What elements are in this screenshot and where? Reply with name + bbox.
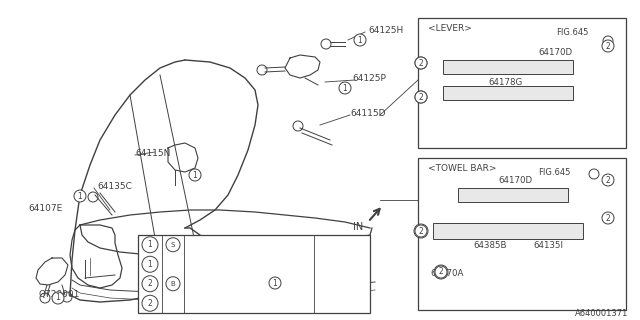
Text: 64170D: 64170D bbox=[498, 175, 532, 185]
Circle shape bbox=[166, 277, 180, 291]
Text: 1: 1 bbox=[193, 171, 197, 180]
Circle shape bbox=[189, 169, 201, 181]
Bar bbox=[443, 86, 573, 100]
Text: 2: 2 bbox=[605, 42, 611, 51]
Circle shape bbox=[415, 91, 427, 103]
Circle shape bbox=[88, 192, 98, 202]
Circle shape bbox=[434, 265, 448, 279]
Circle shape bbox=[602, 40, 614, 52]
Circle shape bbox=[415, 57, 427, 69]
Bar bbox=[433, 223, 583, 239]
Circle shape bbox=[142, 276, 158, 292]
Circle shape bbox=[415, 225, 427, 237]
Text: 2: 2 bbox=[419, 59, 424, 68]
Circle shape bbox=[257, 65, 267, 75]
Circle shape bbox=[40, 293, 50, 303]
Circle shape bbox=[321, 39, 331, 49]
Text: 64115D: 64115D bbox=[350, 108, 385, 117]
Text: 1: 1 bbox=[56, 293, 60, 302]
Circle shape bbox=[354, 34, 366, 46]
Text: <LEVER>: <LEVER> bbox=[428, 23, 472, 33]
Text: 1: 1 bbox=[77, 191, 83, 201]
Circle shape bbox=[142, 237, 158, 253]
Circle shape bbox=[142, 295, 158, 311]
Bar bbox=[418, 158, 626, 310]
Text: 1: 1 bbox=[358, 36, 362, 44]
Text: 64170A: 64170A bbox=[430, 268, 463, 277]
Text: <05MY->: <05MY-> bbox=[317, 299, 357, 308]
Text: 2: 2 bbox=[148, 299, 152, 308]
Text: 047104100(7): 047104100(7) bbox=[187, 240, 248, 249]
Circle shape bbox=[62, 292, 72, 302]
Circle shape bbox=[415, 91, 427, 103]
Text: 2: 2 bbox=[438, 268, 444, 276]
Text: 64135C: 64135C bbox=[97, 181, 132, 190]
Text: Q710007: Q710007 bbox=[187, 260, 227, 269]
Circle shape bbox=[602, 174, 614, 186]
Text: 64385B: 64385B bbox=[473, 241, 506, 250]
Circle shape bbox=[602, 212, 614, 224]
Text: 64178G: 64178G bbox=[488, 77, 522, 86]
Text: 1: 1 bbox=[148, 260, 152, 269]
Text: 011309200(8): 011309200(8) bbox=[187, 279, 248, 288]
Circle shape bbox=[166, 238, 180, 252]
Text: 1: 1 bbox=[342, 84, 348, 92]
Text: IN: IN bbox=[353, 222, 363, 232]
Text: <05MY->: <05MY-> bbox=[317, 260, 357, 269]
Text: 64170D: 64170D bbox=[538, 47, 572, 57]
Text: Q720001: Q720001 bbox=[38, 291, 79, 300]
Text: FIG.645: FIG.645 bbox=[556, 28, 588, 36]
Text: 1: 1 bbox=[148, 240, 152, 249]
Text: 2: 2 bbox=[419, 92, 424, 101]
Circle shape bbox=[269, 277, 281, 289]
Text: B: B bbox=[171, 281, 175, 287]
Circle shape bbox=[414, 224, 428, 238]
Circle shape bbox=[339, 82, 351, 94]
Circle shape bbox=[415, 57, 427, 69]
Circle shape bbox=[435, 266, 447, 278]
Text: 2: 2 bbox=[605, 175, 611, 185]
Text: FIG.645: FIG.645 bbox=[538, 167, 570, 177]
Bar bbox=[418, 18, 626, 148]
Text: 2: 2 bbox=[148, 279, 152, 288]
Circle shape bbox=[589, 169, 599, 179]
Text: 2: 2 bbox=[605, 213, 611, 222]
Circle shape bbox=[74, 190, 86, 202]
Text: 64135I: 64135I bbox=[533, 241, 563, 250]
Text: 64125P: 64125P bbox=[352, 74, 386, 83]
Bar bbox=[138, 235, 370, 313]
Text: 64125: 64125 bbox=[248, 238, 276, 247]
Circle shape bbox=[293, 121, 303, 131]
Bar bbox=[458, 188, 568, 202]
Text: 2: 2 bbox=[419, 227, 424, 236]
Text: 64125H: 64125H bbox=[368, 26, 403, 35]
Circle shape bbox=[52, 292, 64, 304]
Text: M120134: M120134 bbox=[187, 299, 227, 308]
Text: 64178G: 64178G bbox=[436, 227, 470, 236]
Text: <TOWEL BAR>: <TOWEL BAR> bbox=[428, 164, 497, 172]
Text: 1: 1 bbox=[273, 278, 277, 287]
Bar bbox=[443, 60, 573, 74]
Circle shape bbox=[142, 256, 158, 272]
Text: A640001371: A640001371 bbox=[575, 308, 628, 317]
Text: <-04MY>: <-04MY> bbox=[317, 240, 358, 249]
Circle shape bbox=[603, 36, 613, 46]
Text: <-04MY>: <-04MY> bbox=[317, 279, 358, 288]
Text: S: S bbox=[171, 242, 175, 248]
Text: 64115N: 64115N bbox=[135, 148, 170, 157]
Text: 64107E: 64107E bbox=[28, 204, 62, 212]
Text: 64170A: 64170A bbox=[488, 87, 522, 97]
